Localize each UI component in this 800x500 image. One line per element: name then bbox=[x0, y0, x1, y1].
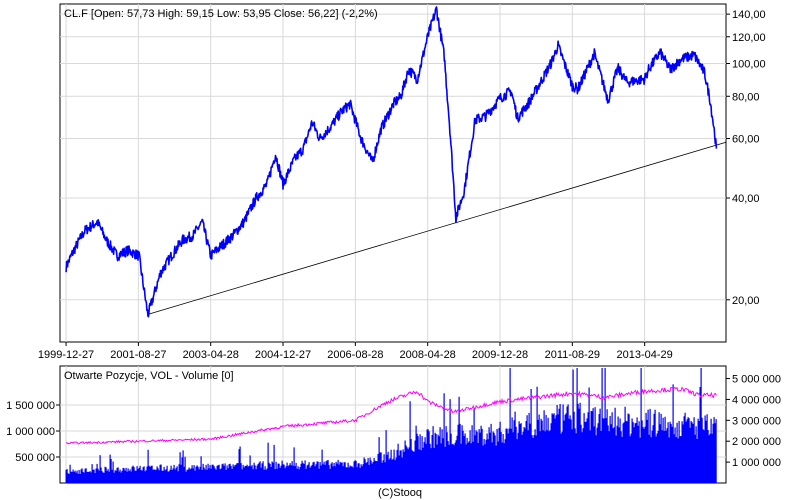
volume-panel: 500 000 1 000 000 1 500 000 1 000 000 2 000… bbox=[6, 365, 781, 484]
price-x-tick-label: 2006-08-28 bbox=[327, 349, 383, 361]
open-interest-line bbox=[65, 386, 717, 445]
price-x-tick-label: 2009-12-28 bbox=[472, 349, 528, 361]
price-y-axis: 140,00 120,00 100,00 80,00 60,00 40,00 20,00 bbox=[726, 9, 766, 307]
price-x-axis: 1999-12-27 2001-08-27 2003-04-28 2004-12-27… bbox=[38, 342, 673, 361]
support-trendline bbox=[147, 141, 727, 315]
price-x-tick-label: 2008-04-28 bbox=[400, 349, 456, 361]
price-y-tick-label: 40,00 bbox=[732, 193, 760, 205]
volume-right-tick-label: 4 000 000 bbox=[732, 394, 781, 406]
price-line bbox=[65, 6, 718, 318]
volume-left-axis: 500 000 1 000 000 1 500 000 bbox=[6, 400, 60, 464]
footer-credit: (C)Stooq bbox=[378, 487, 422, 499]
volume-left-tick-label: 500 000 bbox=[15, 452, 55, 464]
volume-right-tick-label: 1 000 000 bbox=[732, 457, 781, 469]
volume-right-tick-label: 5 000 000 bbox=[732, 374, 781, 386]
price-x-tick-label: 2004-12-27 bbox=[255, 349, 311, 361]
volume-right-tick-label: 2 000 000 bbox=[732, 436, 781, 448]
volume-right-axis: 1 000 000 2 000 000 3 000 000 4 000 000 5 00… bbox=[726, 374, 781, 469]
support-trendline-path bbox=[147, 141, 727, 315]
price-y-tick-label: 20,00 bbox=[732, 295, 760, 307]
volume-left-tick-label: 1 000 000 bbox=[6, 426, 55, 438]
price-y-tick-label: 140,00 bbox=[732, 9, 766, 21]
price-series bbox=[65, 6, 718, 318]
price-chart-title: CL.F [Open: 57,73 High: 59,15 Low: 53,95… bbox=[64, 8, 378, 20]
price-x-tick-label: 2011-08-29 bbox=[545, 349, 600, 361]
price-plot-frame bbox=[59, 3, 727, 343]
price-x-tick-label: 1999-12-27 bbox=[38, 349, 94, 361]
volume-series bbox=[65, 368, 717, 483]
volume-chart-title: Otwarte Pozycje, VOL - Volume [0] bbox=[64, 370, 234, 382]
price-y-tick-label: 100,00 bbox=[732, 59, 766, 71]
price-y-tick-label: 80,00 bbox=[732, 91, 760, 103]
volume-left-tick-label: 1 500 000 bbox=[6, 400, 55, 412]
price-x-tick-label: 2001-08-27 bbox=[110, 349, 166, 361]
price-x-tick-label: 2003-04-28 bbox=[183, 349, 239, 361]
price-x-tick-label: 2013-04-29 bbox=[617, 349, 673, 361]
volume-right-tick-label: 3 000 000 bbox=[732, 415, 781, 427]
price-y-tick-label: 60,00 bbox=[732, 134, 760, 146]
volume-bars bbox=[65, 368, 717, 483]
price-panel: 140,00 120,00 100,00 80,00 60,00 40,00 20,00 1… bbox=[38, 3, 766, 361]
price-grid bbox=[60, 4, 726, 342]
price-y-tick-label: 120,00 bbox=[732, 32, 766, 44]
